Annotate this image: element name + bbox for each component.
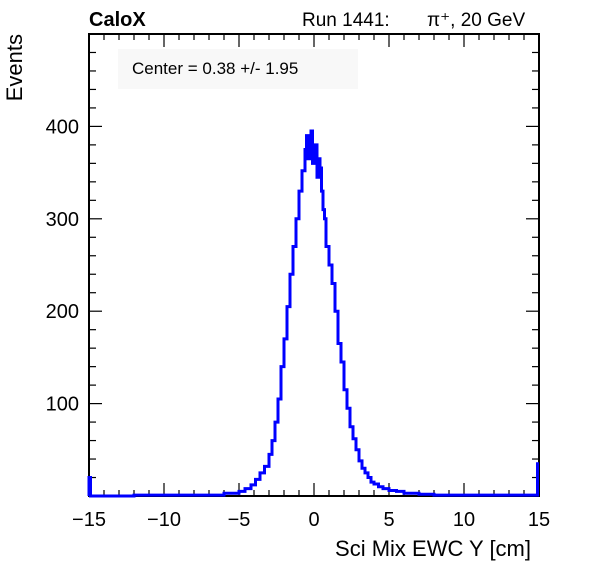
x-tick-label: 0 (308, 509, 319, 531)
y-tick-labels: 100 200 300 400 (46, 116, 79, 415)
x-tick-label: 15 (528, 509, 550, 531)
y-tick-label: 100 (46, 394, 79, 416)
x-tick-label: −10 (147, 509, 181, 531)
histogram-series-line (87, 129, 539, 498)
y-tick-label: 400 (46, 116, 79, 138)
brand-label: CaloX (89, 9, 146, 31)
x-tick-labels: −15 −10 −5 0 5 10 15 (72, 509, 550, 531)
particle-energy-label: π⁺, 20 GeV (427, 10, 525, 31)
x-tick-label: −5 (228, 509, 251, 531)
y-axis-title: Events (2, 34, 27, 101)
x-axis-title: Sci Mix EWC Y [cm] (335, 536, 531, 561)
y-tick-label: 200 (46, 301, 79, 323)
center-annotation: Center = 0.38 +/- 1.95 (132, 59, 298, 78)
x-tick-label: 10 (453, 509, 475, 531)
x-tick-label: −15 (72, 509, 106, 531)
y-tick-label: 300 (46, 209, 79, 231)
annotation-box (118, 49, 358, 89)
axis-ticks (88, 33, 540, 497)
x-tick-label: 5 (383, 509, 394, 531)
run-label: Run 1441: (302, 10, 390, 31)
